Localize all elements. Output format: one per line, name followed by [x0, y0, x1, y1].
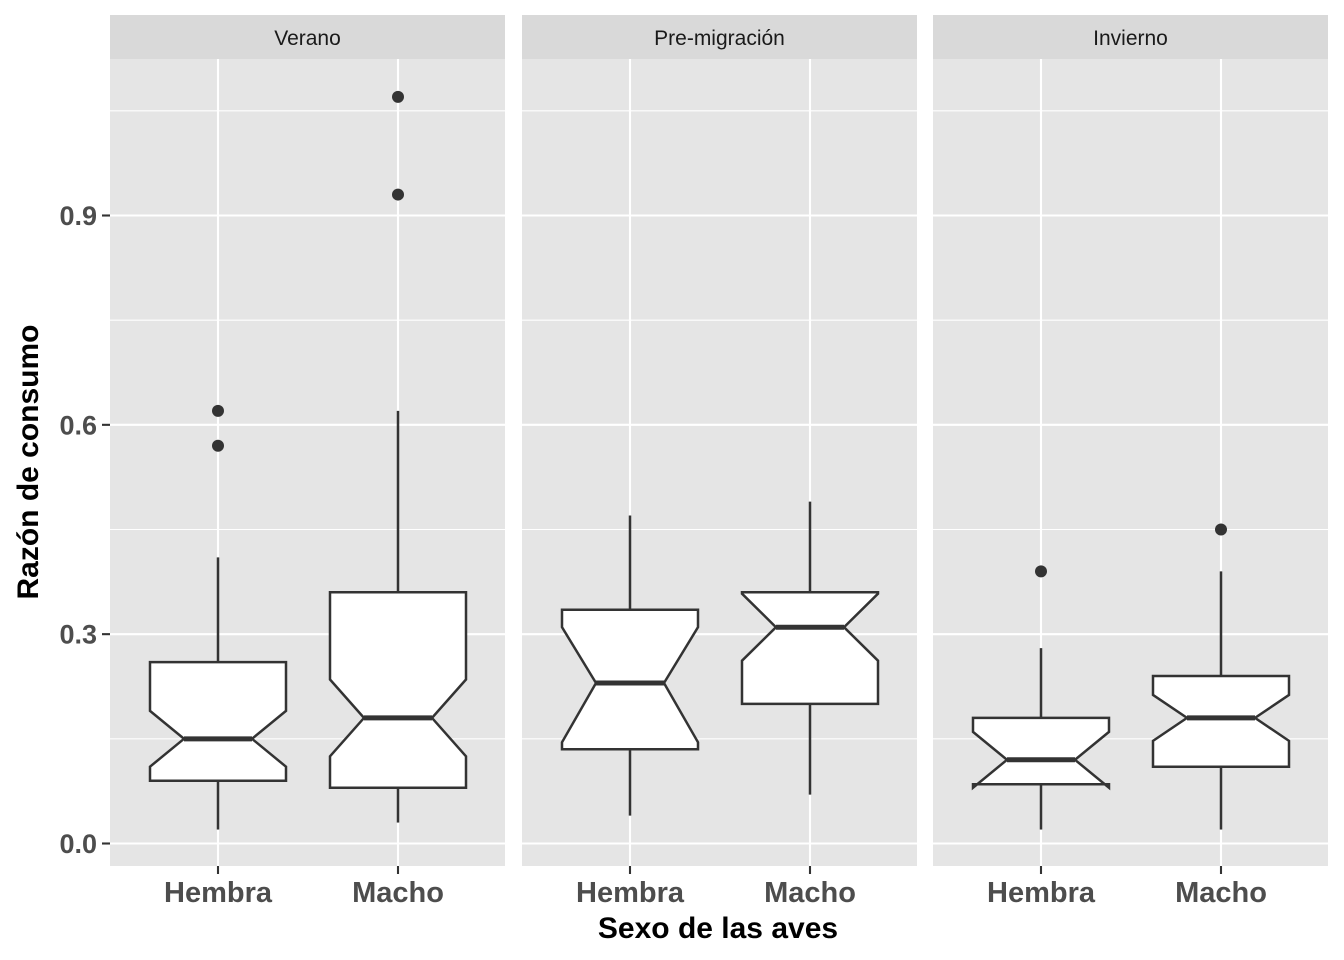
facet-panel-verano: Verano Hembra Macho [110, 15, 505, 909]
notched-box [1151, 674, 1291, 768]
y-tick-label: 0.9 [59, 201, 97, 231]
box-hembra [148, 404, 288, 830]
y-tick-label: 0.3 [59, 620, 97, 650]
x-axis-title: Sexo de las aves [598, 912, 838, 945]
outlier-point [212, 439, 224, 452]
x-tick-label: Hembra [576, 877, 685, 909]
box-macho [328, 90, 468, 823]
notched-box [971, 716, 1111, 791]
panels-layer: Verano Hembra Macho Pre-migración Hembra Mach… [110, 15, 1328, 909]
facet-panel-invierno: Invierno Hembra Macho [933, 15, 1328, 909]
x-tick-label: Macho [352, 877, 444, 909]
notched-box [560, 608, 700, 751]
facet-strip [522, 15, 917, 59]
x-tick-label: Macho [764, 877, 856, 909]
notched-box [328, 591, 468, 789]
box-macho [740, 501, 880, 795]
outlier-point [1215, 523, 1227, 536]
outlier-point [392, 188, 404, 201]
x-tick-label: Hembra [987, 877, 1096, 909]
outlier-point [1035, 565, 1047, 578]
x-tick-label: Hembra [164, 877, 273, 909]
box-macho [1151, 523, 1291, 830]
y-axis-title: Razón de consumo [12, 324, 45, 599]
facet-strip-label: Pre-migración [654, 27, 785, 50]
facet-strip-label: Verano [274, 27, 341, 50]
outlier-point [212, 404, 224, 417]
facet-strip [933, 15, 1328, 59]
facet-panel-pre-migración: Pre-migración Hembra Macho [522, 15, 917, 909]
notched-box [740, 591, 880, 706]
box-hembra [560, 515, 700, 816]
outlier-point [392, 90, 404, 103]
y-axis: 0.0 0.3 0.6 0.9 [59, 201, 110, 859]
notched-box [148, 660, 288, 782]
y-tick-label: 0.0 [59, 829, 97, 859]
y-tick-label: 0.6 [59, 410, 97, 440]
box-hembra [971, 565, 1111, 830]
x-tick-label: Macho [1175, 877, 1267, 909]
facet-strip-label: Invierno [1093, 27, 1168, 50]
facet-strip [110, 15, 505, 59]
